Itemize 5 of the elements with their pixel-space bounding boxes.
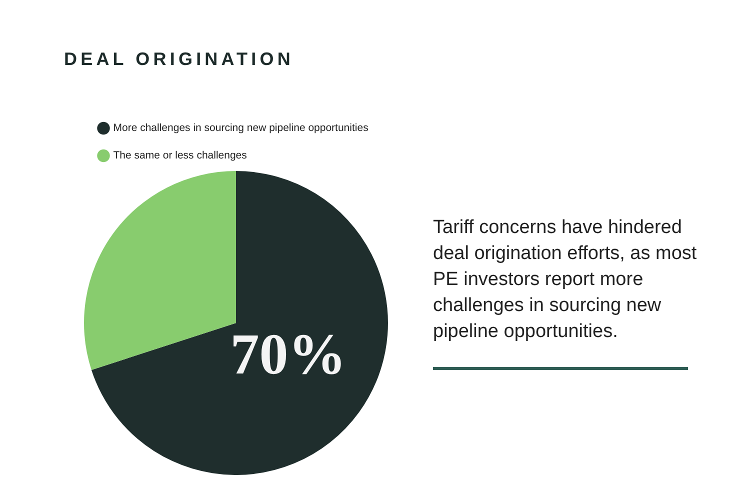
legend-label: More challenges in sourcing new pipeline opportunities bbox=[113, 122, 368, 134]
chart-title: DEAL ORIGINATION bbox=[64, 49, 294, 70]
legend-label: The same or less challenges bbox=[113, 150, 247, 162]
text: Tariff concerns have hindered deal origination efforts, as most PE investors report more challenges in sourcing new pipeline opportunities. bbox=[433, 216, 698, 344]
data-label: 70% bbox=[230, 322, 346, 387]
